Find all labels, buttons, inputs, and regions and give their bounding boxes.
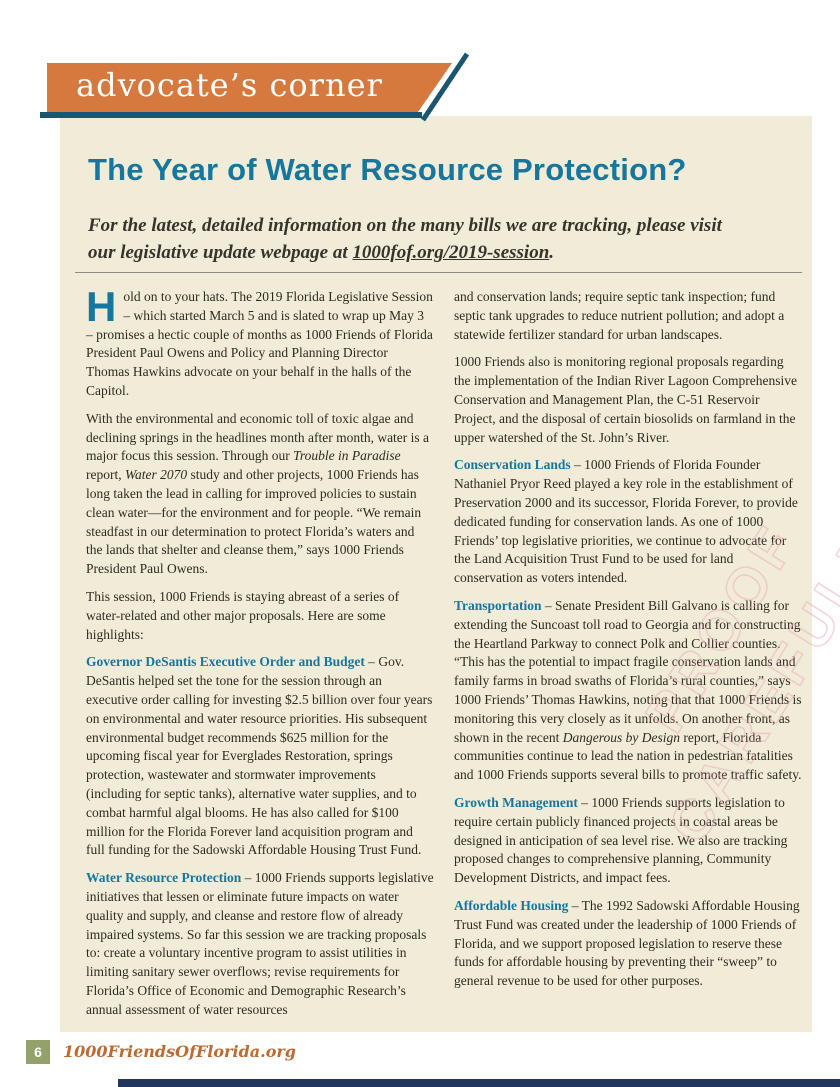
section-banner-label: advocate’s corner xyxy=(76,66,383,104)
section-heading-desantis-budget: Governor DeSantis Executive Order and Bu… xyxy=(86,654,365,670)
paragraph-text: – The 1992 Sadowski Affordable Housing T… xyxy=(454,897,800,989)
intro-suffix: . xyxy=(549,242,555,263)
section-banner: advocate’s corner xyxy=(40,50,480,128)
paragraph: and conservation lands; require septic t… xyxy=(454,289,785,342)
bottom-accent-bar xyxy=(118,1079,840,1087)
paragraph: Conservation Lands – 1000 Friends of Flo… xyxy=(454,456,802,588)
paragraph-text: – 1000 Friends supports legislative init… xyxy=(86,870,434,1017)
article-background-panel xyxy=(60,116,812,1032)
banner-slash-accent xyxy=(420,52,470,122)
paragraph: This session, 1000 Friends is staying ab… xyxy=(86,588,400,642)
paragraph-text: With the environmental and economic toll… xyxy=(86,410,430,464)
paragraph-text: study and other projects, 1000 Friends h… xyxy=(86,467,422,577)
drop-cap: H xyxy=(86,283,117,330)
article-column-right: and conservation lands; require septic t… xyxy=(454,288,802,1028)
section-heading-conservation-lands: Conservation Lands xyxy=(454,457,571,473)
section-heading-transportation: Transportation xyxy=(454,597,542,613)
report-title-italic: Dangerous by Design xyxy=(562,729,680,745)
article-title: The Year of Water Resource Protection? xyxy=(88,152,687,187)
paragraph: Affordable Housing – The 1992 Sadowski A… xyxy=(454,897,802,991)
paragraph: Transportation – Senate President Bill G… xyxy=(454,597,802,785)
banner-orange-polygon xyxy=(47,63,452,112)
section-heading-water-resource-protection: Water Resource Protection xyxy=(86,870,242,886)
article-intro: For the latest, detailed information on … xyxy=(88,212,743,266)
report-title-italic: Water 2070 xyxy=(124,467,188,483)
paragraph-text: report, xyxy=(86,467,125,483)
paragraph: With the environmental and economic toll… xyxy=(86,410,434,579)
paragraph: Growth Management – 1000 Friends support… xyxy=(454,794,802,888)
banner-underline xyxy=(40,112,422,118)
intro-text: For the latest, detailed information on … xyxy=(88,215,722,263)
paragraph-text: – Gov. DeSantis helped set the tone for … xyxy=(86,654,433,858)
website-link[interactable]: 1000FriendsOfFlorida.org xyxy=(63,1042,296,1061)
section-heading-affordable-housing: Affordable Housing xyxy=(454,897,569,913)
report-title-italic: Trouble in Paradise xyxy=(293,448,401,464)
paragraph-text: old on to your hats. The 2019 Florida Le… xyxy=(86,289,433,398)
paragraph-text: – Senate President Bill Galvano is calli… xyxy=(454,597,802,745)
legislative-update-link[interactable]: 1000fof.org/2019-session xyxy=(352,242,550,263)
section-heading-growth-management: Growth Management xyxy=(454,794,578,810)
paragraph-text: report, Florida communities continue to … xyxy=(454,729,802,783)
paragraph-text: – 1000 Friends of Florida Founder Nathan… xyxy=(454,457,798,586)
page-number: 6 xyxy=(26,1040,50,1064)
paragraph-text: – 1000 Friends supports legislation to r… xyxy=(454,794,788,886)
banner-shape xyxy=(40,52,470,122)
paragraph: 1000 Friends also is monitoring regional… xyxy=(454,354,798,445)
divider-rule xyxy=(75,272,802,273)
paragraph: Water Resource Protection – 1000 Friends… xyxy=(86,869,434,1019)
paragraph: Governor DeSantis Executive Order and Bu… xyxy=(86,653,434,860)
